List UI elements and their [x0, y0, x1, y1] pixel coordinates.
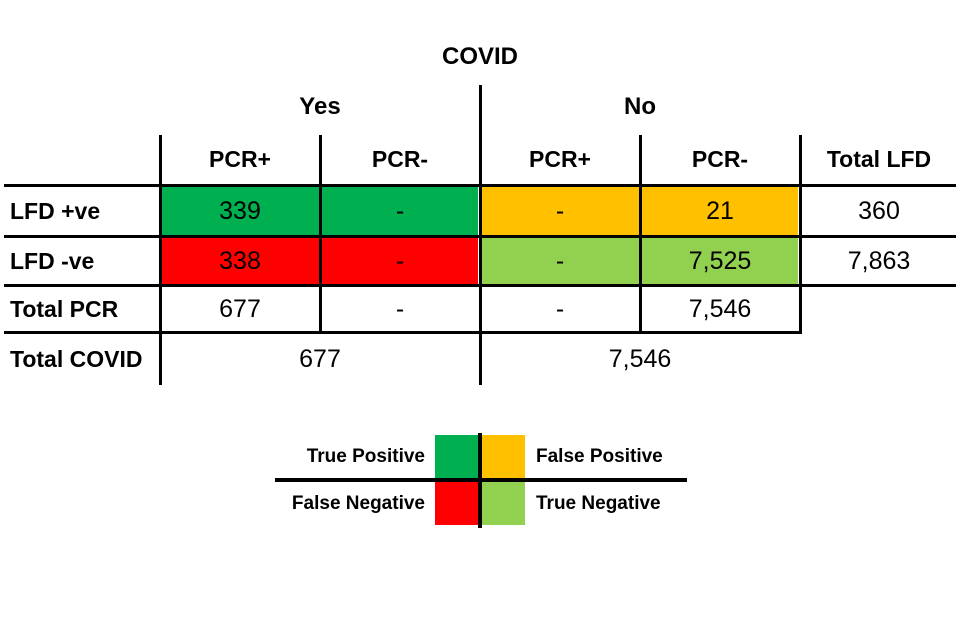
cell-lfd-neg-pcr-pos-yes: 338: [219, 246, 261, 275]
cell-total-covid-yes: 677: [299, 345, 341, 373]
vline-covid-yes-no-divider: [479, 85, 482, 385]
vline-after-row-labels: [159, 135, 162, 385]
group-header-no: No: [624, 93, 656, 120]
cell-total-pcr-neg-no: 7,546: [688, 294, 752, 323]
col-header-pcr-neg-no: PCR-: [691, 146, 749, 172]
cell-total-pcr-neg-yes: -: [395, 294, 405, 323]
legend-swatch-true-positive: [435, 435, 478, 478]
cell-total-pcr-pos-yes: 677: [219, 294, 261, 323]
legend-label-false-negative: False Negative: [291, 493, 425, 514]
legend-swatch-true-negative: [482, 482, 525, 525]
col-header-total-lfd: Total LFD: [826, 146, 932, 172]
cell-total-covid-no: 7,546: [608, 345, 672, 373]
cell-lfd-neg-total: 7,863: [847, 246, 911, 275]
vline-before-total-lfd: [799, 135, 802, 334]
hline-below-total-pcr: [4, 331, 802, 334]
cell-lfd-neg-pcr-neg-yes: -: [395, 246, 405, 275]
row-label-total-pcr: Total PCR: [10, 295, 119, 322]
legend-swatch-false-positive: [482, 435, 525, 478]
cell-lfd-pos-pcr-neg-no: 21: [706, 196, 734, 225]
col-header-pcr-neg-yes: PCR-: [371, 146, 429, 172]
col-header-pcr-pos-yes: PCR+: [209, 146, 271, 172]
group-header-yes: Yes: [299, 93, 341, 120]
legend-label-true-negative: True Negative: [536, 493, 661, 514]
table-title: COVID: [441, 43, 518, 70]
col-header-pcr-pos-no: PCR+: [529, 146, 591, 172]
legend-swatch-false-negative: [435, 482, 478, 525]
cell-lfd-neg-pcr-pos-no: -: [555, 246, 565, 275]
row-label-lfd-pos: LFD +ve: [10, 197, 101, 224]
legend-vline: [478, 433, 482, 528]
legend-label-true-positive: True Positive: [306, 446, 425, 467]
cell-lfd-pos-pcr-neg-yes: -: [395, 196, 405, 225]
vline-no-pcr-divider: [639, 135, 642, 334]
cell-lfd-pos-pcr-pos-no: -: [555, 196, 565, 225]
row-label-total-covid: Total COVID: [10, 346, 143, 372]
vline-yes-pcr-divider: [319, 135, 322, 334]
row-label-lfd-neg: LFD -ve: [10, 247, 95, 274]
cell-lfd-neg-pcr-neg-no: 7,525: [688, 246, 752, 275]
cell-lfd-pos-pcr-pos-yes: 339: [219, 196, 261, 225]
cell-total-pcr-pos-no: -: [555, 294, 565, 323]
cell-lfd-pos-total: 360: [858, 196, 900, 225]
legend-label-false-positive: False Positive: [536, 446, 663, 467]
